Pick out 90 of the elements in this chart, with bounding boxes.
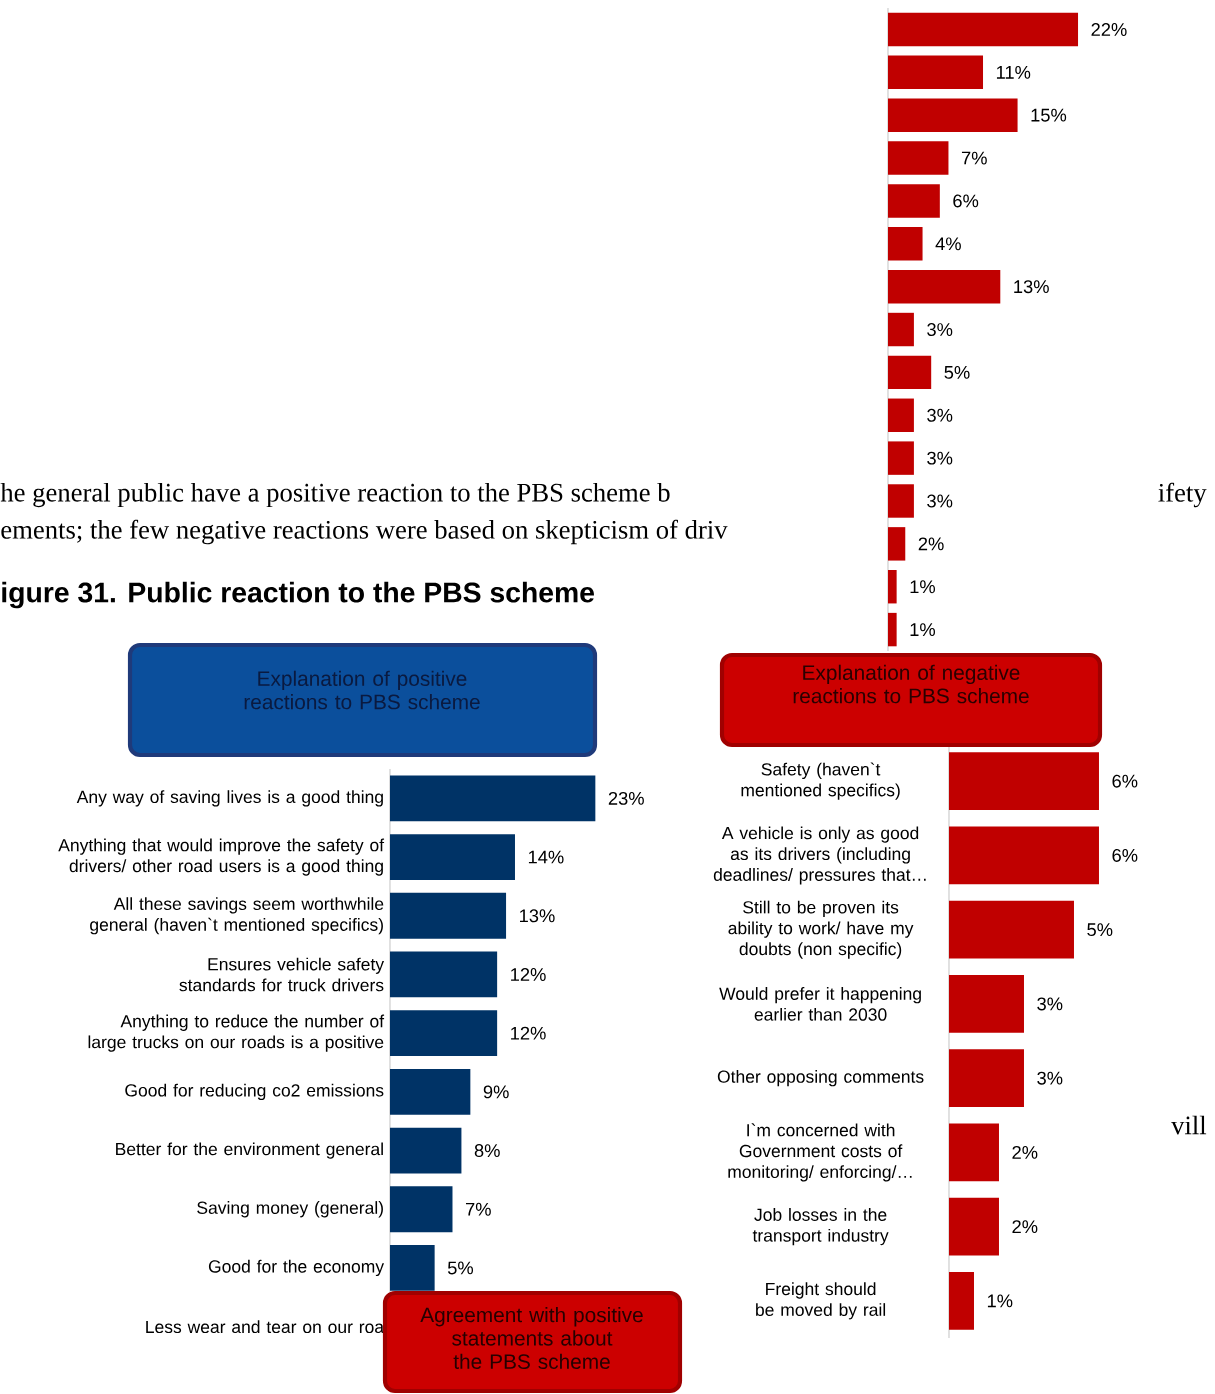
bar (888, 570, 897, 604)
y-tick-label: Anything that would improve the safety of drivers/ other road users is a good thing (58, 838, 385, 876)
bar (948, 826, 1099, 885)
data-label: 4% (935, 237, 961, 251)
y-tick-label: All these savings seem worthwhile general (haven`t mentioned specifics) (90, 897, 384, 935)
data-label: 12% (511, 1026, 546, 1040)
data-label: 7% (465, 1202, 491, 1216)
bar (888, 612, 897, 647)
bar (888, 98, 1018, 132)
data-label: 5% (447, 1261, 474, 1275)
data-label: 1% (987, 1294, 1013, 1308)
y-tick-label: Other opposing comments (717, 1069, 924, 1087)
data-label: 3% (927, 494, 953, 508)
bar (888, 398, 914, 432)
data-label: 13% (520, 909, 555, 923)
data-label: 7% (961, 151, 987, 165)
bar (888, 227, 923, 261)
bar (888, 269, 1001, 304)
data-label: 9% (483, 1085, 509, 1099)
bar (948, 1123, 999, 1182)
y-tick-label: Ensures vehicle safety standards for truck drivers (179, 957, 385, 992)
y-tick-label: Still to be proven its ability to work/ have my doubts (non specific) (728, 900, 914, 959)
bar (888, 441, 914, 475)
bar (888, 141, 949, 175)
bar (888, 184, 940, 218)
data-label: 1% (910, 580, 936, 594)
bar (389, 834, 515, 880)
bar (948, 1271, 974, 1330)
annotation: Agreement with positive statements about the PBS scheme (420, 1307, 643, 1369)
data-label: 3% (1037, 1071, 1063, 1085)
data-label: 8% (474, 1144, 500, 1158)
data-label: 3% (927, 323, 953, 337)
data-label: 14% (528, 850, 564, 864)
chart-title: Explanation of negative reactions to PBS scheme (793, 664, 1029, 704)
bar (389, 1068, 471, 1115)
y-tick-label: Any way of saving lives is a good thing (76, 790, 383, 807)
data-label: 13% (1014, 280, 1049, 294)
y-tick-label: Good for reducing co2 emissions (125, 1083, 384, 1101)
bar (389, 951, 498, 998)
data-label: 11% (996, 65, 1031, 79)
y-tick-label: Better for the environment general (116, 1142, 383, 1159)
bar (888, 12, 1079, 47)
data-label: 6% (1112, 774, 1138, 788)
bar (948, 1049, 1024, 1108)
text: igure 31. Public reaction to the PBS scheme (2, 581, 594, 609)
bar (948, 974, 1024, 1033)
data-label: 23% (608, 791, 644, 805)
bar (888, 527, 906, 561)
text: he general public have a positive reaction to the PBS scheme b (0, 482, 670, 508)
bar (389, 1010, 498, 1057)
chart-title: Explanation of positive reactions to PBS scheme (244, 670, 480, 710)
bar (389, 892, 507, 939)
bar (948, 1197, 999, 1256)
data-label: 12% (511, 968, 546, 981)
data-label: 2% (1012, 1145, 1038, 1159)
data-label: 5% (1087, 923, 1113, 937)
bar (389, 1127, 462, 1174)
data-label: 22% (1091, 23, 1127, 36)
data-label: 3% (1037, 997, 1063, 1011)
data-label: 15% (1031, 108, 1067, 122)
bar (948, 900, 1074, 959)
data-label: 6% (1112, 848, 1138, 862)
y-tick-label: Freight should be moved by rail (756, 1282, 886, 1320)
bar (888, 484, 914, 518)
data-label: 1% (910, 623, 936, 636)
y-tick-label: I`m concerned with Government costs of monitoring/ enforcing/… (728, 1123, 912, 1182)
y-tick-label: Less wear and tear on our roa (146, 1320, 385, 1334)
bar (888, 55, 984, 90)
y-tick-label: Job losses in the transport industry (752, 1208, 889, 1246)
bar (389, 1186, 453, 1233)
y-tick-label: Saving money (general) (197, 1201, 383, 1218)
data-label: 2% (1012, 1220, 1038, 1234)
y-tick-label: Safety (haven`t mentioned specifics) (741, 762, 900, 800)
text: ements; the few negative reactions were based on skepticism of driv (1, 519, 728, 545)
text: vill (1171, 1115, 1207, 1135)
y-tick-label: Good for the economy (208, 1259, 385, 1277)
bar (389, 1245, 435, 1291)
data-label: 3% (927, 408, 953, 422)
bar (389, 775, 596, 822)
bar (888, 312, 914, 347)
text: ifety (1158, 482, 1207, 508)
data-label: 3% (927, 451, 953, 465)
bar (888, 355, 932, 390)
data-label: 6% (953, 194, 979, 208)
data-label: 5% (944, 365, 970, 379)
y-tick-label: Anything to reduce the number of large trucks on our roads is a positive (88, 1014, 385, 1052)
y-tick-label: Would prefer it happening earlier than 2030 (719, 987, 921, 1021)
y-tick-label: A vehicle is only as good as its drivers (including deadlines/ pressures that… (713, 826, 926, 885)
bar (948, 752, 1099, 811)
data-label: 2% (918, 537, 944, 551)
